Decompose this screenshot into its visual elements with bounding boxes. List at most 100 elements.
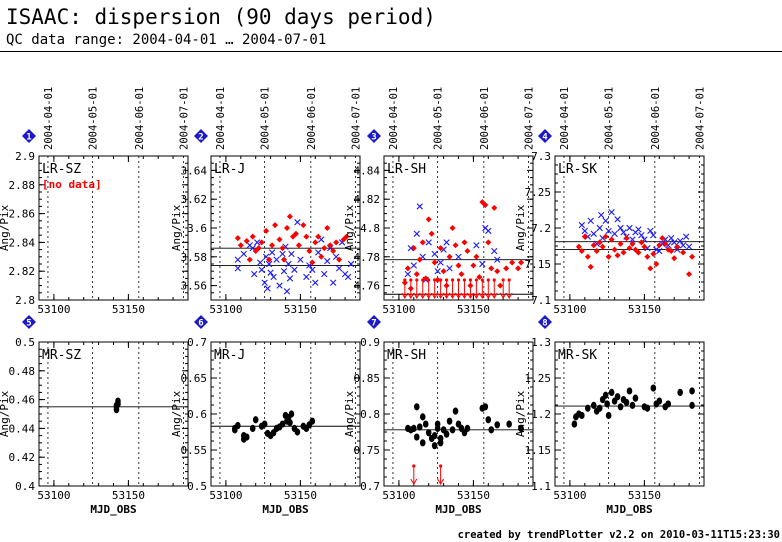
y-tick-label: 0.4 bbox=[15, 480, 35, 493]
data-point-blue bbox=[581, 227, 588, 235]
panel-badge bbox=[367, 315, 381, 329]
y-tick-label: 0.7 bbox=[187, 336, 207, 349]
data-point-red bbox=[680, 249, 687, 256]
data-point-black bbox=[596, 404, 603, 412]
outlier-arrow bbox=[419, 278, 427, 299]
data-point-red bbox=[333, 239, 340, 246]
y-tick-label: 0.42 bbox=[9, 451, 36, 464]
data-point-blue bbox=[491, 247, 498, 255]
x-axis-label: MJD_OBS bbox=[90, 503, 136, 516]
data-point-red bbox=[440, 268, 447, 275]
data-point-red bbox=[491, 204, 498, 211]
data-point-black bbox=[287, 419, 293, 427]
y-tick-label: 0.5 bbox=[187, 480, 207, 493]
data-point-blue bbox=[254, 239, 261, 246]
data-point-red bbox=[330, 248, 337, 255]
data-point-red bbox=[578, 248, 585, 255]
data-point-black bbox=[614, 393, 621, 401]
data-point-blue bbox=[587, 217, 594, 224]
data-point-blue bbox=[638, 232, 645, 239]
data-point-red bbox=[303, 233, 310, 240]
data-point-black bbox=[416, 423, 423, 431]
y-tick-label: 0.8 bbox=[360, 408, 380, 421]
data-point-red bbox=[455, 262, 462, 269]
no-data-note: [no data] bbox=[42, 178, 102, 191]
x-axis-label: MJD_OBS bbox=[262, 503, 308, 516]
data-point-red bbox=[617, 240, 624, 247]
data-point-black bbox=[482, 403, 489, 411]
data-point-black bbox=[590, 401, 597, 409]
data-point-red bbox=[497, 282, 504, 289]
panel-lr-sk: 7.1 7.15 7.2 7.25 7.3 53100 53150 Ang/Pix 4 LR-SK… bbox=[514, 87, 707, 316]
data-point-red bbox=[581, 233, 588, 240]
data-point-red bbox=[413, 271, 420, 278]
x-tick-label: 53100 bbox=[37, 489, 70, 502]
data-point-red bbox=[300, 222, 307, 229]
data-point-red bbox=[482, 201, 489, 208]
data-point-blue bbox=[294, 219, 301, 226]
data-point-blue bbox=[347, 260, 355, 268]
outlier-arrow bbox=[410, 464, 418, 485]
data-point-blue bbox=[605, 227, 612, 235]
data-point-red bbox=[629, 240, 636, 247]
data-point-blue bbox=[335, 265, 343, 272]
data-point-black bbox=[449, 426, 456, 434]
data-point-red bbox=[286, 213, 293, 220]
data-point-red bbox=[494, 268, 501, 275]
data-point-black bbox=[518, 424, 524, 432]
data-point-black bbox=[579, 411, 585, 420]
data-point-black bbox=[294, 428, 301, 436]
x-tick-label: 53100 bbox=[209, 303, 242, 316]
data-point-black bbox=[249, 424, 256, 432]
y-tick-label: 0.6 bbox=[187, 408, 207, 421]
data-point-red bbox=[623, 235, 630, 242]
y-axis-label: Ang/Pix bbox=[0, 390, 11, 437]
x-axis-label: MJD_OBS bbox=[606, 503, 652, 516]
data-point-red bbox=[596, 239, 603, 246]
data-point-blue bbox=[324, 257, 331, 265]
y-tick-label: 1.3 bbox=[531, 336, 551, 349]
data-point-black bbox=[617, 403, 624, 411]
data-point-black bbox=[235, 421, 241, 430]
data-point-red bbox=[283, 225, 290, 231]
top-date-label: 2004-05-01 bbox=[260, 87, 272, 150]
data-point-red bbox=[599, 243, 606, 250]
data-point-black bbox=[413, 433, 420, 441]
data-point-red bbox=[641, 243, 648, 250]
data-point-blue bbox=[416, 203, 423, 210]
data-point-blue bbox=[635, 226, 642, 233]
data-point-red bbox=[292, 230, 299, 237]
data-point-red bbox=[416, 256, 423, 263]
x-tick-label: 53150 bbox=[457, 303, 490, 316]
outlier-arrow bbox=[466, 278, 474, 299]
y-tick-label: 0.5 bbox=[15, 336, 35, 349]
panel-lr-j: 3.56 3.58 3.6 3.62 3.64 53100 53150 Ang/Pix 2 LR-… bbox=[170, 87, 363, 316]
data-point-black bbox=[309, 417, 316, 425]
data-point-red bbox=[255, 245, 262, 252]
data-point-blue bbox=[268, 249, 276, 256]
x-tick-label: 53150 bbox=[628, 303, 661, 316]
panel-name: MR-J bbox=[214, 348, 245, 363]
data-point-blue bbox=[270, 273, 277, 281]
top-date-label: 2004-04-01 bbox=[215, 87, 227, 150]
y-axis-label: Ang/Pix bbox=[343, 204, 356, 251]
panel-badge bbox=[22, 315, 36, 329]
y-axis-label: Ang/Pix bbox=[170, 390, 183, 437]
data-point-black bbox=[425, 429, 432, 437]
top-date-label: 2004-07-01 bbox=[524, 87, 536, 150]
data-point-red bbox=[653, 261, 660, 267]
y-tick-label: 3.56 bbox=[181, 280, 208, 293]
data-point-red bbox=[470, 262, 477, 269]
data-point-red bbox=[620, 249, 627, 256]
data-point-red bbox=[315, 233, 322, 240]
data-point-red bbox=[266, 256, 273, 263]
data-point-red bbox=[318, 253, 325, 260]
panel-name: MR-SZ bbox=[42, 348, 81, 363]
data-point-black bbox=[464, 424, 471, 432]
data-point-red bbox=[263, 227, 270, 234]
data-point-black bbox=[431, 442, 438, 450]
data-point-blue bbox=[264, 285, 271, 292]
